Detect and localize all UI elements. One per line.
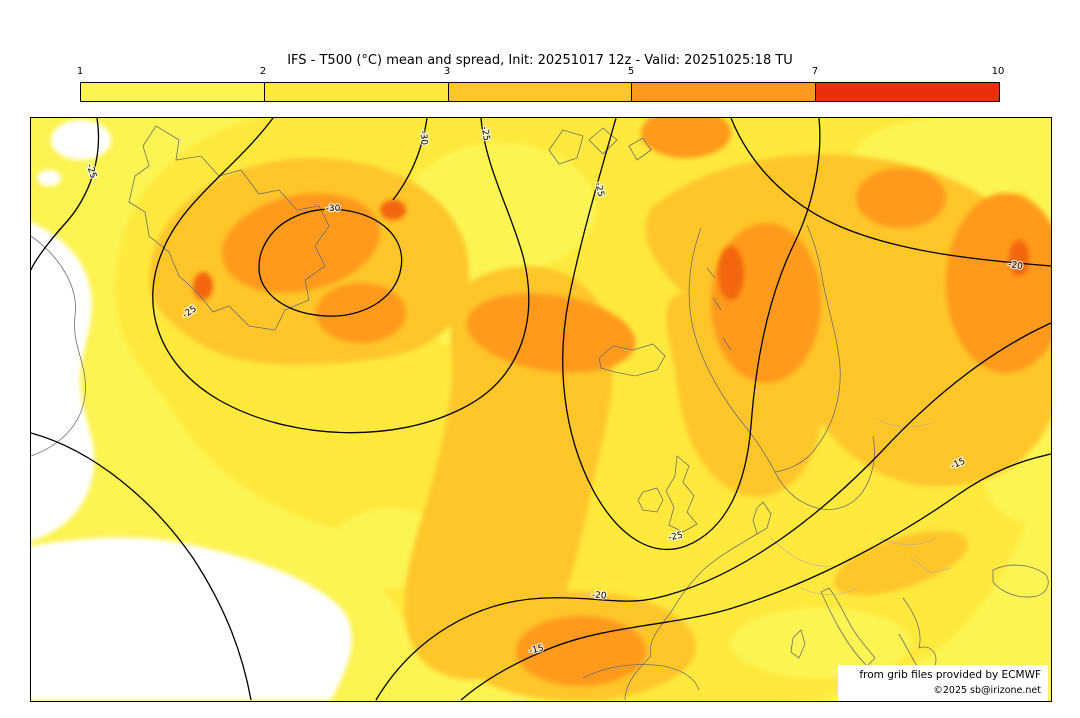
- coastline-scandinavia: [688, 224, 841, 473]
- spread-blob: [466, 293, 636, 373]
- contour-label: -25: [667, 531, 683, 544]
- map-canvas: -30 -25 -25 -30 -25 -25 -20 -20 -15 -15 …: [31, 118, 1051, 701]
- coastlines: [31, 125, 1049, 701]
- coastline-france-iberia: [582, 533, 758, 701]
- spread-level4-regions: [222, 118, 1051, 686]
- colorbar-segment: [815, 83, 999, 101]
- border-line: [875, 417, 932, 428]
- coastline-baltic: [774, 435, 875, 510]
- contour-line-minus30-loop: [258, 208, 403, 317]
- coastline-iceland: [598, 343, 666, 377]
- colorbar-segment: [631, 83, 816, 101]
- spread-blob: [222, 193, 380, 293]
- contour-line-minus20-south: [375, 322, 1051, 701]
- colorbar-tick: 2: [259, 66, 267, 77]
- spread-blob: [51, 120, 111, 160]
- colorbar-tick: 1: [76, 66, 84, 77]
- spread-blob: [641, 118, 731, 158]
- spread-blob: [833, 530, 969, 596]
- contour-label: -30: [417, 130, 429, 146]
- border-line: [770, 537, 832, 567]
- spread-blob: [516, 616, 646, 686]
- coastline-canada: [31, 235, 86, 457]
- spread-blob: [31, 537, 352, 700]
- colorbar-tick: 10: [991, 66, 1005, 77]
- spread-blob: [946, 193, 1051, 373]
- mean-contours: [31, 118, 1051, 701]
- border-line: [910, 557, 952, 574]
- contour-label: -25: [479, 126, 491, 142]
- spread-blob: [380, 200, 406, 220]
- contour-line-minus30-stub: [392, 118, 428, 201]
- coastline-greenland: [128, 125, 330, 331]
- colorbar-segment: [81, 83, 264, 101]
- spread-blob: [856, 168, 946, 228]
- coastline-norway-fjords: [706, 267, 732, 351]
- spread-below1-regions: [31, 120, 352, 700]
- coastline-uk: [665, 455, 698, 533]
- credits-box: from grib files provided by ECMWF ©2025 …: [838, 665, 1048, 701]
- spread-level5-regions: [193, 200, 1029, 300]
- colorbar-tick: 5: [627, 66, 635, 77]
- colorbar-tick: 3: [443, 66, 451, 77]
- colorbar-tick: 7: [811, 66, 819, 77]
- contour-label: -20: [591, 591, 607, 602]
- spread-blob: [31, 222, 95, 541]
- spread-blob: [718, 246, 744, 300]
- coastline-blacksea: [992, 564, 1049, 598]
- colorbar-segment: [263, 83, 448, 101]
- contour-line-minus15: [460, 453, 1051, 701]
- border-line: [800, 587, 858, 596]
- contour-labels: -30 -25 -25 -30 -25 -25 -20 -20 -15 -15 …: [83, 124, 1025, 658]
- credits-copyright: ©2025 sb@irizone.net: [933, 685, 1041, 696]
- contour-line-minus25-trough: [562, 118, 821, 551]
- contour-line-west-edge: [31, 118, 100, 271]
- spread-blob: [316, 283, 406, 343]
- map-panel: -30 -25 -25 -30 -25 -25 -20 -20 -15 -15 …: [30, 117, 1052, 702]
- contour-line-southwest: [31, 432, 252, 701]
- coastline-balkans: [898, 597, 937, 675]
- spread-blob: [1009, 240, 1029, 276]
- credits-source: from grib files provided by ECMWF: [859, 669, 1041, 681]
- contour-label: -15: [528, 643, 545, 656]
- spread-blob: [37, 170, 61, 186]
- coastline-svalbard: [548, 127, 652, 165]
- spread-colorbar: [80, 82, 1000, 102]
- contour-label: -25: [593, 181, 606, 197]
- page-title: IFS - T500 (°C) mean and spread, Init: 2…: [287, 53, 793, 68]
- spread-blob: [731, 608, 911, 678]
- contour-line-minus25-west: [152, 118, 530, 434]
- coastline-ireland: [637, 487, 664, 513]
- contour-label: -30: [326, 204, 341, 214]
- contour-line-minus20-northeast: [730, 118, 1051, 267]
- colorbar-segment: [447, 83, 632, 101]
- spread-blob: [193, 272, 213, 300]
- contour-label: -20: [1007, 260, 1023, 272]
